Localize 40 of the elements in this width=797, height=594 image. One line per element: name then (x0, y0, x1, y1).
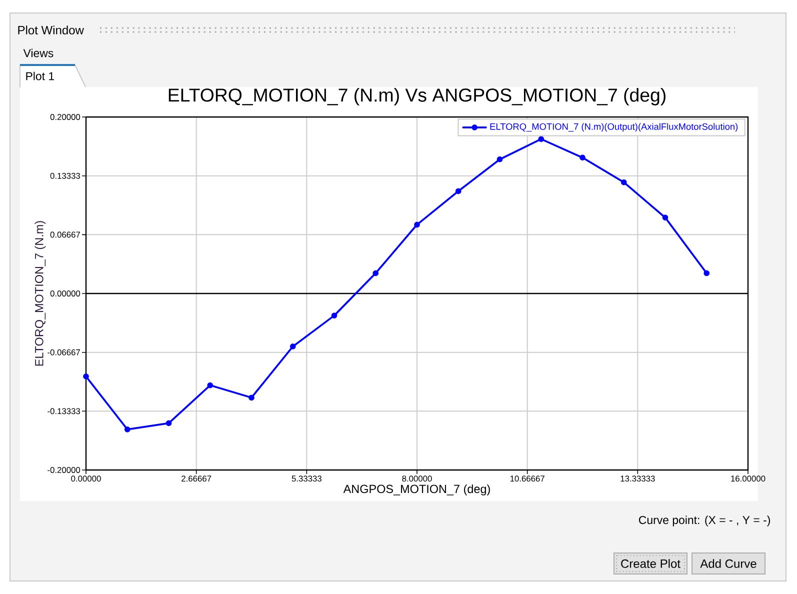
point (580, 154, 586, 161)
point (704, 270, 710, 276)
point (538, 136, 544, 142)
y-tick-label: 0.06667 (50, 232, 80, 238)
point (331, 312, 338, 318)
x-tick-label: 0.00000 (71, 476, 101, 482)
x-tick-label: 5.33333 (292, 476, 322, 482)
text: Plot 1 (26, 72, 54, 80)
text: Create Plot (621, 559, 680, 568)
x-tick-label: 8.00000 (402, 476, 432, 482)
point (662, 214, 668, 221)
y-tick-label: 0.00000 (50, 290, 80, 296)
x-axis-title: ANGPOS_MOTION_7 (deg) (343, 484, 490, 496)
text: Plot Window (18, 26, 84, 34)
y-tick-label: 0.13333 (50, 172, 80, 179)
text: Views (23, 48, 54, 58)
point (290, 344, 296, 350)
x-tick-label: 10.66667 (510, 476, 544, 482)
y-tick-label: -0.13333 (48, 408, 80, 414)
point (496, 156, 503, 162)
point (620, 179, 627, 186)
y-tick-label: 0.20000 (50, 114, 80, 120)
text: Add Curve (700, 559, 756, 568)
text: Curve point: (X = - , Y = -) (638, 516, 770, 526)
x-tick-label: 2.66667 (182, 476, 212, 482)
point (83, 374, 89, 380)
x-tick-label: 16.00000 (731, 476, 766, 482)
y-tick-label: -0.20000 (48, 467, 80, 473)
legend-label: ELTORQ_MOTION_7 (N.m)(Output)(AxialFluxMotorSolution) (490, 123, 738, 132)
x-tick-label: 13.33333 (620, 476, 655, 482)
chart-title: ELTORQ_MOTION_7 (N.m) Vs ANGPOS_MOTION_7 (deg) (168, 88, 666, 106)
point (207, 382, 214, 388)
point (124, 426, 130, 432)
point (248, 394, 254, 401)
y-tick-label: -0.06667 (48, 349, 80, 356)
point (414, 222, 420, 228)
y-axis-title: ELTORQ_MOTION_7 (N.m) (34, 221, 46, 366)
point (372, 270, 379, 276)
point (455, 188, 462, 194)
point (166, 420, 172, 426)
